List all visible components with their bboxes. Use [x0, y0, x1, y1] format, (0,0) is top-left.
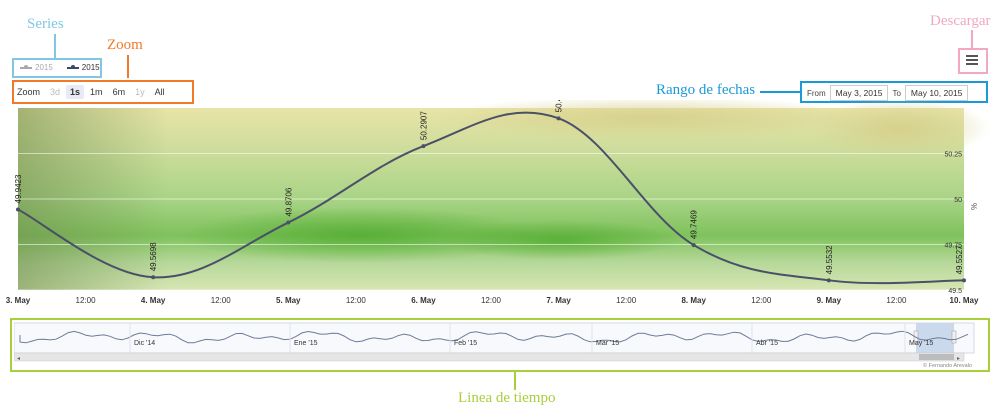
data-label: 49.5698 — [149, 242, 158, 271]
series-line — [17, 111, 965, 285]
legend-label: 2015 — [35, 63, 53, 72]
zoom-button-all[interactable]: All — [154, 87, 165, 97]
x-tick-label: 12:00 — [751, 296, 772, 305]
main-chart: 50.25 50 49.75 49.5 % 49.9423 49.5698 49.8706… — [6, 100, 990, 305]
x-tick-label: 8. May — [681, 296, 706, 305]
navigator-month-label: Abr '15 — [756, 340, 778, 347]
y-grid-lines — [18, 153, 964, 291]
hamburger-menu-icon[interactable] — [966, 55, 978, 65]
annotation-date-range: Rango de fechas — [656, 82, 756, 98]
series-line-icon — [66, 64, 79, 69]
data-label: 49.7469 — [690, 210, 699, 239]
series-legend — [12, 58, 102, 78]
data-points — [16, 116, 966, 283]
x-tick-label: 12:00 — [346, 296, 367, 305]
timeline-navigator-box — [10, 318, 990, 372]
annotation-download: Descargar — [930, 13, 991, 29]
zoom-label: Zoom — [17, 87, 41, 97]
zoom-button-6m[interactable]: 6m — [112, 87, 126, 97]
data-labels: 49.9423 49.5698 49.8706 50.2907 50.4431 49.74… — [14, 100, 964, 274]
y-tick-labels: 50.25 50 49.75 49.5 — [944, 152, 962, 296]
data-label: 50.4431 — [555, 100, 564, 112]
data-label: 49.5532 — [825, 245, 834, 274]
data-point — [421, 144, 426, 149]
from-label: From — [807, 88, 826, 98]
from-date-input[interactable]: May 3, 2015 — [829, 85, 889, 101]
navigator-month-label: Feb '15 — [454, 340, 477, 347]
download-menu-box — [958, 48, 988, 74]
data-point — [826, 278, 831, 283]
legend-item-2015-gray[interactable]: 2015 — [20, 63, 53, 72]
x-tick-label: 12:00 — [616, 296, 637, 305]
data-point — [16, 207, 20, 212]
x-tick-label: 10. May — [950, 296, 979, 305]
scroll-right-arrow-icon: ▸ — [957, 356, 960, 362]
data-point — [556, 116, 561, 121]
series-line-icon — [20, 64, 32, 69]
data-label: 49.9423 — [14, 174, 23, 203]
y-tick-label: 49.5 — [948, 288, 962, 295]
series-legend-items: 2015 2015 — [20, 63, 100, 72]
timeline-navigator[interactable]: Dic '14 Ene '15 Feb '15 Mar '15 Abr '15 May '… — [14, 321, 986, 369]
x-tick-label: 5. May — [276, 296, 301, 305]
data-label: 50.2907 — [419, 111, 428, 140]
annotation-zoom: Zoom — [107, 37, 143, 53]
y-tick-label: 50.25 — [944, 152, 962, 159]
data-point — [151, 275, 156, 280]
legend-label: 2015 — [81, 63, 100, 72]
to-date-input[interactable]: May 10, 2015 — [904, 85, 969, 101]
credit-text: © Fernando Arevalo — [923, 362, 972, 369]
x-tick-label: 9. May — [817, 296, 842, 305]
data-point — [962, 278, 966, 283]
navigator-month-label: Mar '15 — [596, 340, 619, 347]
zoom-button-3d[interactable]: 3d — [50, 87, 61, 97]
data-label: 49.5527 — [955, 245, 964, 274]
zoom-controls: Zoom 3d 1s 1m 6m 1y All — [17, 85, 169, 99]
scrollbar-thumb — [919, 354, 954, 360]
x-tick-label: 4. May — [141, 296, 166, 305]
navigator-handle-right — [951, 330, 957, 344]
data-point — [286, 220, 291, 225]
zoom-button-1m[interactable]: 1m — [90, 87, 103, 97]
date-range-controls: From May 3, 2015 To May 10, 2015 — [807, 85, 969, 101]
navigator-month-label: Dic '14 — [134, 340, 155, 347]
scroll-left-arrow-icon: ◂ — [17, 356, 20, 362]
legend-item-2015-dark[interactable]: 2015 — [66, 63, 100, 72]
x-tick-label: 6. May — [411, 296, 436, 305]
data-label: 49.8706 — [284, 187, 293, 216]
data-point — [691, 243, 696, 248]
x-tick-label: 12:00 — [211, 296, 232, 305]
x-tick-label: 12:00 — [76, 296, 97, 305]
x-tick-label: 12:00 — [886, 296, 907, 305]
y-tick-label: 49.75 — [944, 243, 962, 250]
y-unit-label: % — [969, 203, 978, 210]
navigator-month-label: Ene '15 — [294, 340, 318, 347]
x-tick-labels: 3. May 12:00 4. May 12:00 5. May 12:00 6. May 1… — [6, 296, 979, 305]
navigator-scrollbar — [14, 352, 965, 362]
zoom-selector — [12, 80, 194, 104]
navigator-month-label: May '15 — [909, 340, 933, 347]
annotation-series: Series — [27, 16, 64, 32]
zoom-button-1s[interactable]: 1s — [66, 85, 85, 99]
x-tick-label: 3. May — [6, 296, 31, 305]
y-tick-label: 50 — [954, 197, 962, 204]
zoom-button-1y[interactable]: 1y — [135, 87, 145, 97]
to-label: To — [892, 88, 901, 98]
annotation-timeline: Linea de tiempo — [458, 390, 556, 406]
x-tick-label: 12:00 — [481, 296, 502, 305]
x-tick-label: 7. May — [546, 296, 571, 305]
